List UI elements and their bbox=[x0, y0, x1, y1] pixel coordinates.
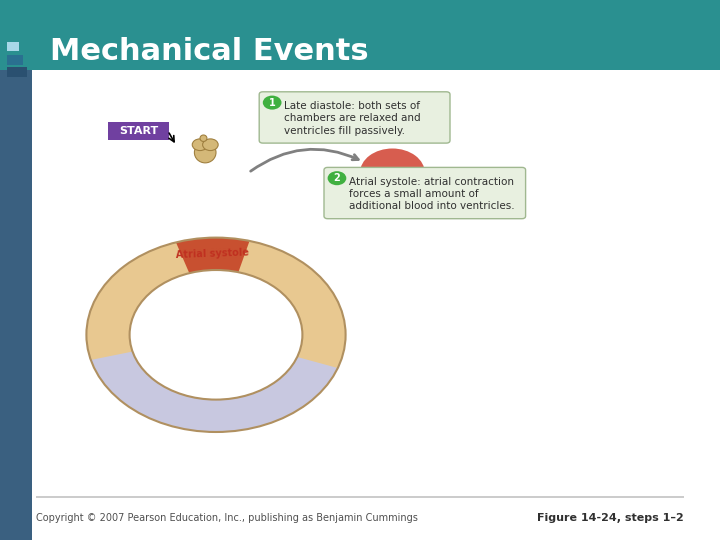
FancyBboxPatch shape bbox=[7, 42, 19, 51]
FancyBboxPatch shape bbox=[7, 55, 23, 65]
Ellipse shape bbox=[389, 185, 410, 206]
Text: 2: 2 bbox=[333, 173, 341, 183]
Text: Late diastole: both sets of
chambers are relaxed and
ventricles fill passively.: Late diastole: both sets of chambers are… bbox=[284, 101, 421, 136]
Ellipse shape bbox=[387, 182, 402, 194]
Ellipse shape bbox=[194, 142, 216, 163]
Ellipse shape bbox=[395, 178, 401, 185]
Text: Mechanical Events: Mechanical Events bbox=[50, 37, 369, 66]
Text: Atrial systole: atrial contraction
forces a small amount of
additional blood int: Atrial systole: atrial contraction force… bbox=[349, 177, 515, 211]
FancyBboxPatch shape bbox=[259, 92, 450, 143]
FancyBboxPatch shape bbox=[324, 167, 526, 219]
Ellipse shape bbox=[397, 182, 413, 194]
Text: 1: 1 bbox=[269, 98, 276, 107]
FancyBboxPatch shape bbox=[7, 67, 27, 77]
Text: Copyright © 2007 Pearson Education, Inc., publishing as Benjamin Cummings: Copyright © 2007 Pearson Education, Inc.… bbox=[36, 514, 418, 523]
FancyBboxPatch shape bbox=[36, 496, 684, 498]
Text: Atrial systole: Atrial systole bbox=[176, 247, 249, 260]
Wedge shape bbox=[176, 238, 250, 273]
Ellipse shape bbox=[192, 139, 208, 151]
Wedge shape bbox=[91, 352, 338, 432]
Wedge shape bbox=[86, 238, 346, 432]
Text: Figure 14-24, steps 1–2: Figure 14-24, steps 1–2 bbox=[537, 514, 684, 523]
Circle shape bbox=[328, 171, 346, 185]
Ellipse shape bbox=[200, 135, 207, 141]
Ellipse shape bbox=[360, 148, 425, 197]
Text: START: START bbox=[120, 126, 158, 136]
FancyBboxPatch shape bbox=[108, 122, 169, 140]
FancyBboxPatch shape bbox=[0, 0, 720, 70]
FancyBboxPatch shape bbox=[0, 0, 32, 540]
Ellipse shape bbox=[202, 139, 218, 151]
Circle shape bbox=[263, 96, 282, 110]
